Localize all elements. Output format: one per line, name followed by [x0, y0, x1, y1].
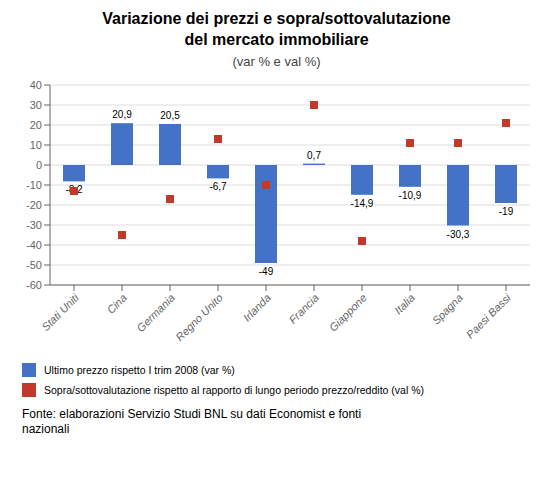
html-text:Sopra/sottovalutazione rispett: Sopra/sottovalutazione rispetto al rappo… [44, 384, 424, 396]
html-text:Ultimo prezzo rispetto I trim: Ultimo prezzo rispetto I trim 2008 (var … [44, 364, 235, 376]
svg-text:-40: -40 [26, 239, 42, 251]
svg-text:30: 30 [30, 99, 42, 111]
svg-text:-6,7: -6,7 [209, 181, 227, 192]
svg-text:Giappone: Giappone [327, 291, 369, 333]
svg-text:0,7: 0,7 [307, 150, 321, 161]
html-text:(var % e val %): (var % e val %) [232, 54, 321, 69]
svg-text:20: 20 [30, 119, 42, 131]
svg-text:20,5: 20,5 [160, 110, 180, 121]
svg-text:-10,9: -10,9 [399, 190, 422, 201]
html-text:Variazione dei prezzi e sopra/: Variazione dei prezzi e sopra/sottovalut… [102, 10, 451, 48]
svg-text:Italia: Italia [392, 291, 417, 316]
svg-text:-20: -20 [26, 199, 42, 211]
svg-text:Cina: Cina [104, 291, 128, 315]
svg-text:Spagna: Spagna [430, 291, 465, 326]
svg-text:-8,2: -8,2 [65, 184, 83, 195]
html-text:Fonte: elaborazioni Servizio S: Fonte: elaborazioni Servizio Studi BNL s… [22, 407, 362, 436]
svg-text:Germania: Germania [134, 291, 177, 334]
svg-text:-30,3: -30,3 [447, 229, 470, 240]
svg-text:-10: -10 [26, 179, 42, 191]
svg-text:20,9: 20,9 [112, 109, 132, 120]
svg-text:Paesi Bassi: Paesi Bassi [464, 291, 514, 341]
svg-text:Regno Unito: Regno Unito [173, 291, 225, 343]
svg-text:-49: -49 [259, 266, 274, 277]
svg-text:Francia: Francia [287, 291, 321, 325]
svg-text:40: 40 [30, 79, 42, 91]
svg-text:Irlanda: Irlanda [241, 291, 273, 323]
svg-text:Stati Uniti: Stati Uniti [39, 291, 81, 333]
svg-text:-60: -60 [26, 279, 42, 291]
svg-text:0: 0 [36, 159, 42, 171]
svg-text:-14,9: -14,9 [351, 198, 374, 209]
svg-text:-50: -50 [26, 259, 42, 271]
svg-text:-19: -19 [499, 206, 514, 217]
svg-text:-30: -30 [26, 219, 42, 231]
svg-text:10: 10 [30, 139, 42, 151]
